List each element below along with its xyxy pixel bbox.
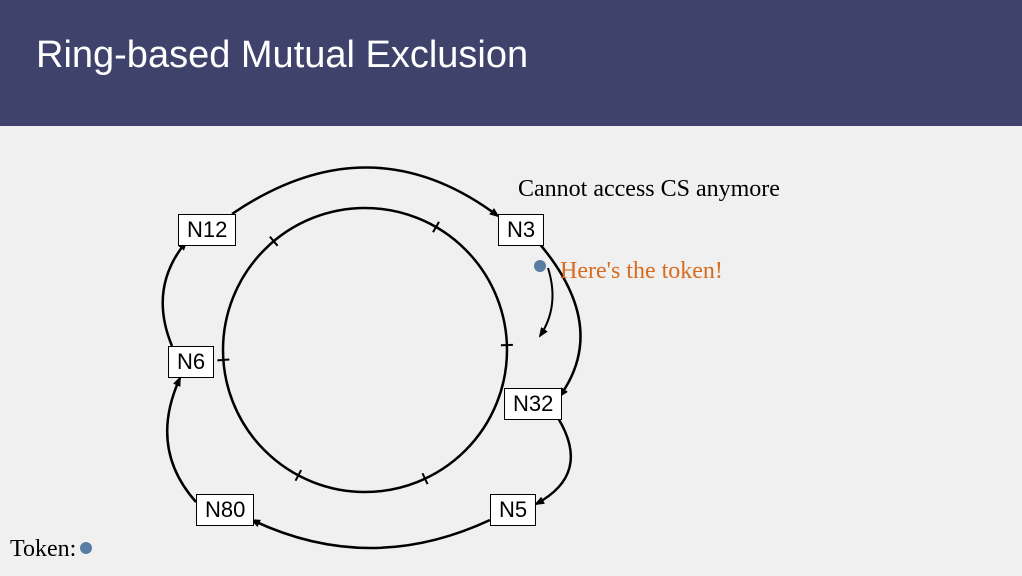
ring-diagram: N12 N3 N6 N32 N80 N5 Cannot access CS an… [0,126,1022,576]
annotation-heres-token: Here's the token! [560,258,723,285]
node-n80-label: N80 [205,497,245,522]
slide-header: Ring-based Mutual Exclusion [0,0,1022,126]
node-n80: N80 [196,494,254,526]
token-dot-icon [534,260,546,272]
node-n3: N3 [498,214,544,246]
slide-title: Ring-based Mutual Exclusion [36,34,528,77]
node-n6-label: N6 [177,349,205,374]
node-n12-label: N12 [187,217,227,242]
legend-token-label: Token: [10,536,76,563]
node-n5: N5 [490,494,536,526]
node-n5-label: N5 [499,497,527,522]
node-n32: N32 [504,388,562,420]
node-n3-label: N3 [507,217,535,242]
node-n32-label: N32 [513,391,553,416]
annotation-cannot-access: Cannot access CS anymore [518,176,780,203]
node-n6: N6 [168,346,214,378]
legend-token-dot-icon [80,542,92,554]
node-n12: N12 [178,214,236,246]
